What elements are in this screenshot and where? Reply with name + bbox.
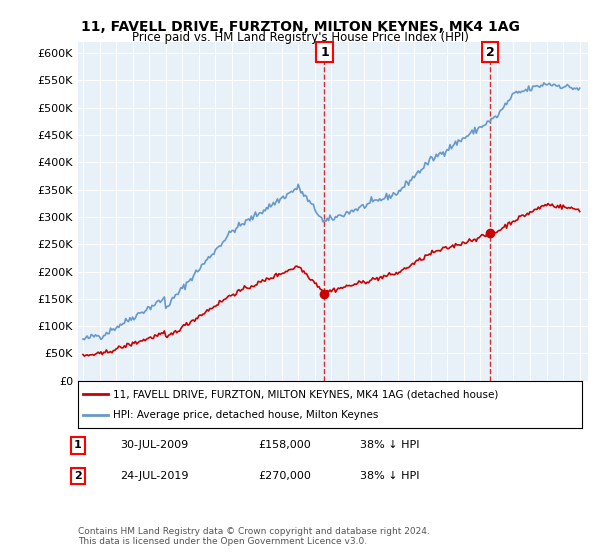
Text: 1: 1 [320, 46, 329, 59]
Text: 11, FAVELL DRIVE, FURZTON, MILTON KEYNES, MK4 1AG: 11, FAVELL DRIVE, FURZTON, MILTON KEYNES… [80, 20, 520, 34]
Text: 30-JUL-2009: 30-JUL-2009 [120, 440, 188, 450]
Text: 2: 2 [74, 471, 82, 481]
Text: £158,000: £158,000 [258, 440, 311, 450]
Text: £270,000: £270,000 [258, 471, 311, 481]
Text: HPI: Average price, detached house, Milton Keynes: HPI: Average price, detached house, Milt… [113, 410, 379, 420]
Text: 24-JUL-2019: 24-JUL-2019 [120, 471, 188, 481]
Text: 11, FAVELL DRIVE, FURZTON, MILTON KEYNES, MK4 1AG (detached house): 11, FAVELL DRIVE, FURZTON, MILTON KEYNES… [113, 389, 499, 399]
Text: 38% ↓ HPI: 38% ↓ HPI [360, 440, 419, 450]
Text: Price paid vs. HM Land Registry's House Price Index (HPI): Price paid vs. HM Land Registry's House … [131, 31, 469, 44]
Text: 1: 1 [74, 440, 82, 450]
Text: Contains HM Land Registry data © Crown copyright and database right 2024.
This d: Contains HM Land Registry data © Crown c… [78, 526, 430, 546]
Text: 38% ↓ HPI: 38% ↓ HPI [360, 471, 419, 481]
Text: 2: 2 [485, 46, 494, 59]
